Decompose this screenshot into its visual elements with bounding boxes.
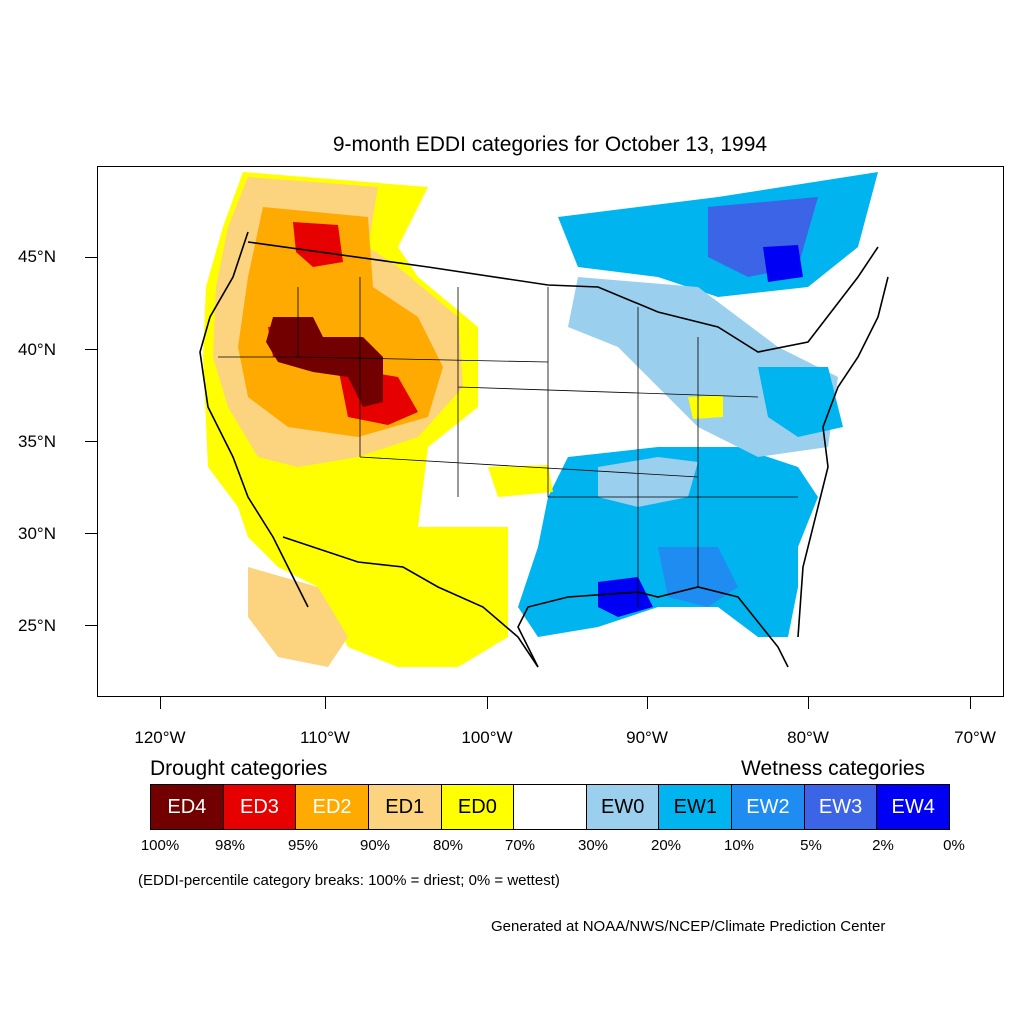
region-ew1-midatlantic: [758, 367, 843, 437]
state-borders: [218, 277, 798, 607]
legend-swatch-label: ED4: [167, 795, 207, 818]
lon-tick: [487, 697, 488, 709]
legend-percentile-label: 0%: [943, 837, 965, 854]
lon-tick: [647, 697, 648, 709]
legend-color-bar: ED4 ED3 ED2 ED1 ED0 EW0 EW1 EW2 EW3 EW4: [150, 784, 950, 830]
legend-swatch-label: ED0: [457, 795, 497, 818]
legend-swatch-ew0: EW0: [586, 785, 660, 829]
legend-swatch-neutral: [514, 785, 587, 829]
region-ew4-canada: [763, 245, 803, 282]
legend-percentile-label: 30%: [577, 837, 609, 854]
legend-swatch-label: EW3: [818, 795, 863, 818]
legend-swatch-ew1: EW1: [659, 785, 733, 829]
eddi-map: [97, 166, 1004, 697]
lat-label-45: 45°N: [18, 247, 56, 266]
us-canada-border: [247, 241, 879, 353]
legend-percentile-label: 95%: [287, 837, 319, 854]
legend-swatch-ew4: EW4: [877, 785, 950, 829]
lat-tick: [85, 349, 97, 350]
atlantic-coastline: [797, 276, 889, 638]
legend-swatch-label: EW0: [600, 795, 645, 818]
region-ed3-idaho: [293, 222, 343, 267]
legend-swatch-ed1: ED1: [368, 785, 442, 829]
region-ed1-mexico: [248, 567, 348, 667]
legend-swatch-label: ED2: [312, 795, 352, 818]
legend-swatch-ed0: ED0: [441, 785, 515, 829]
lon-label-90: 90°W: [626, 728, 668, 747]
legend-swatch-label: EW4: [891, 795, 935, 818]
region-ed0-ohio: [688, 395, 723, 419]
legend-percentile-label: 5%: [800, 837, 822, 854]
lat-label-35: 35°N: [18, 432, 56, 451]
legend-swatch-ed4: ED4: [151, 785, 224, 829]
legend-percentile-label: 2%: [872, 837, 894, 854]
region-ew4-louisiana: [598, 577, 653, 617]
lon-label-100: 100°W: [461, 728, 513, 747]
lat-label-25: 25°N: [18, 616, 56, 635]
lon-label-120: 120°W: [134, 728, 186, 747]
region-ed4-core: [266, 317, 383, 407]
legend-swatch-label: EW1: [673, 795, 717, 818]
lon-tick: [325, 697, 326, 709]
us-mexico-border: [282, 536, 539, 668]
lat-tick: [85, 625, 97, 626]
lon-label-70: 70°W: [954, 728, 996, 747]
lon-tick: [160, 697, 161, 709]
region-ew0-southeast-fringe: [598, 457, 698, 507]
credit-line: Generated at NOAA/NWS/NCEP/Climate Predi…: [491, 918, 886, 935]
legend-percentile-label: 10%: [723, 837, 755, 854]
lat-label-30: 30°N: [18, 524, 56, 543]
lon-tick: [808, 697, 809, 709]
lon-tick: [970, 697, 971, 709]
gulf-coastline: [517, 586, 789, 668]
lat-label-40: 40°N: [18, 340, 56, 359]
legend-percentile-label: 70%: [504, 837, 536, 854]
region-ew1-southeast: [518, 447, 818, 637]
pacific-coastline: [199, 231, 309, 608]
legend-swatch-ed2: ED2: [296, 785, 369, 829]
legend-note: (EDDI-percentile category breaks: 100% =…: [138, 872, 560, 889]
legend-percentile-label: 20%: [650, 837, 682, 854]
legend-percentile-label: 98%: [214, 837, 246, 854]
legend-wetness-heading: Wetness categories: [741, 757, 926, 780]
legend-percentile-label: 100%: [140, 837, 180, 854]
legend-swatch-ew2: EW2: [732, 785, 805, 829]
legend-drought-heading: Drought categories: [150, 757, 328, 780]
legend-percentile-label: 90%: [359, 837, 391, 854]
legend-swatch-label: EW2: [746, 795, 790, 818]
lat-tick: [85, 441, 97, 442]
eddi-map-canvas: [199, 172, 889, 668]
legend-swatch-label: ED3: [240, 795, 279, 818]
lat-tick: [85, 533, 97, 534]
map-title: 9-month EDDI categories for October 13, …: [332, 133, 768, 156]
region-ed0-texas: [488, 465, 553, 497]
legend-percentile-label: 80%: [432, 837, 464, 854]
lon-label-110: 110°W: [300, 728, 350, 747]
legend-swatch-ed3: ED3: [223, 785, 297, 829]
legend-swatch-label: ED1: [385, 795, 425, 818]
legend-swatch-ew3: EW3: [804, 785, 878, 829]
lon-label-80: 80°W: [787, 728, 829, 747]
lat-tick: [85, 257, 97, 258]
